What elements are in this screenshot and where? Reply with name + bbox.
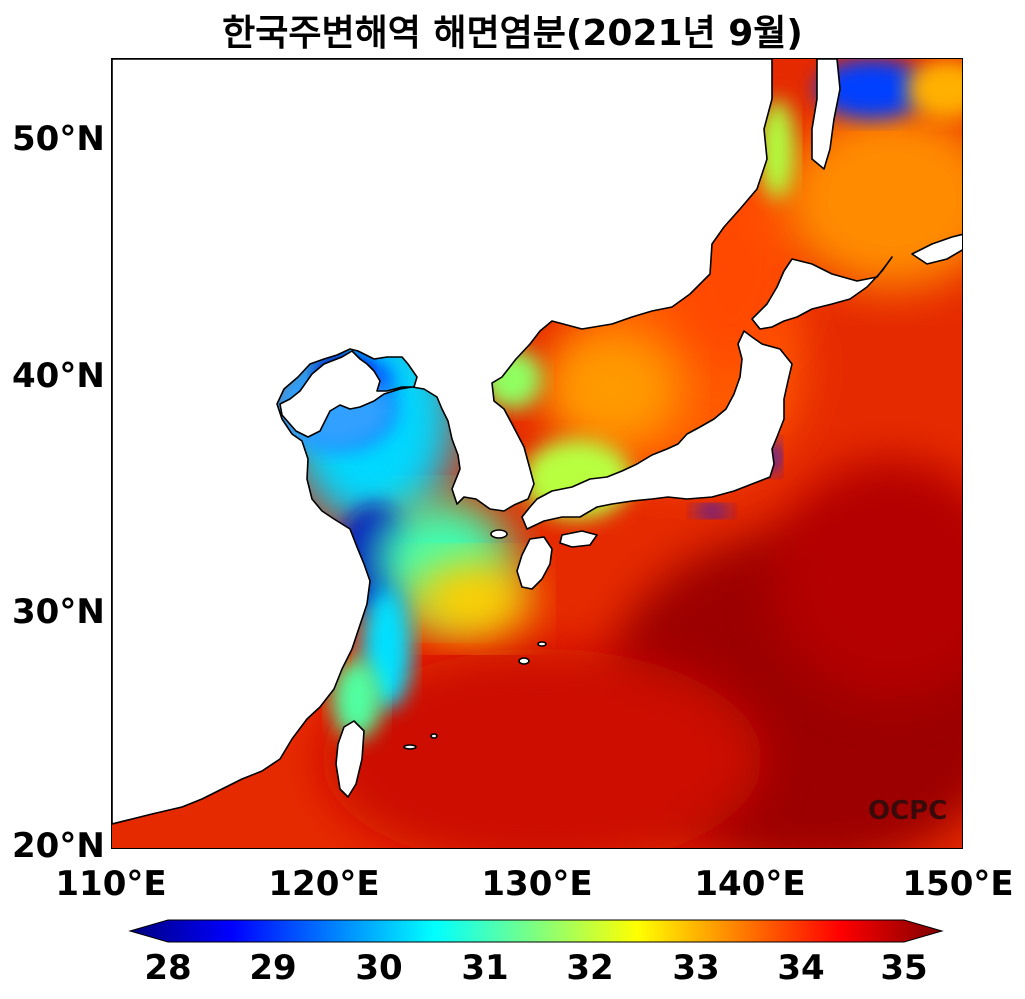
continent-coastline — [112, 59, 773, 825]
lon-label-150: 150°E — [902, 864, 1014, 904]
lon-label-140: 140°E — [694, 864, 806, 904]
colorbar-tick-30: 30 — [355, 948, 403, 988]
colorbar-tick-32: 32 — [566, 948, 614, 988]
lat-label-50: 50°N — [12, 119, 105, 159]
kuril-coastline — [911, 233, 962, 265]
japan-kyushu-coastline — [516, 536, 553, 590]
colorbar — [128, 919, 944, 943]
sakhalin-coastline — [811, 59, 841, 170]
taiwan-coastline — [335, 720, 365, 798]
lat-label-30: 30°N — [12, 592, 105, 632]
salinity-map — [111, 58, 963, 849]
japan-shikoku-coastline — [559, 530, 598, 548]
map-title: 한국주변해역 해면염분(2021년 9월) — [222, 13, 803, 54]
colorbar-tick-34: 34 — [777, 948, 825, 988]
colorbar-tick-29: 29 — [249, 948, 297, 988]
colorbar-bar — [128, 919, 944, 943]
colorbar-tick-35: 35 — [880, 948, 928, 988]
lon-label-130: 130°E — [481, 864, 593, 904]
colorbar-tick-28: 28 — [144, 948, 192, 988]
land-mask — [112, 59, 962, 825]
island-amami — [537, 641, 547, 647]
japan-honshu-coastline — [521, 330, 793, 530]
lon-label-110: 110°E — [55, 864, 167, 904]
japan-hokkaido-coastline — [751, 256, 893, 330]
colorbar-tick-31: 31 — [461, 948, 509, 988]
island-miyako — [430, 733, 438, 739]
jeju-coastline — [490, 529, 508, 539]
island-yaeyama — [403, 744, 417, 750]
lon-label-120: 120°E — [268, 864, 380, 904]
island-okinawa — [518, 657, 530, 665]
lat-label-40: 40°N — [12, 356, 105, 396]
colorbar-tick-33: 33 — [672, 948, 720, 988]
ocpc-watermark: OCPC — [868, 796, 948, 826]
lat-label-20: 20°N — [12, 826, 105, 866]
